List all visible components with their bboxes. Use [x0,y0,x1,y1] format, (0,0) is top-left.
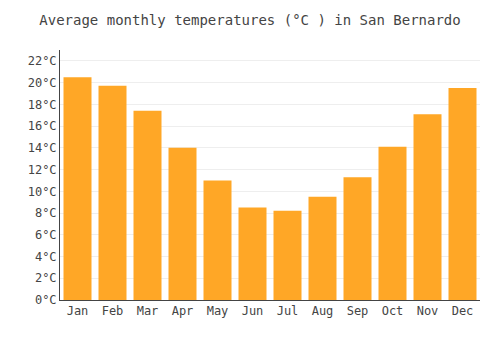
svg-text:Nov: Nov [417,304,439,318]
svg-text:8°C: 8°C [35,206,57,220]
svg-text:4°C: 4°C [35,250,57,264]
svg-text:Average monthly temperatures (: Average monthly temperatures (°C ) in Sa… [39,12,460,28]
svg-text:Dec: Dec [452,304,474,318]
svg-text:Feb: Feb [102,304,124,318]
svg-text:Jan: Jan [67,304,89,318]
svg-text:Jun: Jun [242,304,264,318]
svg-text:18°C: 18°C [28,98,57,112]
svg-text:16°C: 16°C [28,119,57,133]
svg-text:22°C: 22°C [28,54,57,68]
svg-text:0°C: 0°C [35,293,57,307]
svg-text:Jul: Jul [277,304,299,318]
svg-text:6°C: 6°C [35,228,57,242]
svg-text:Sep: Sep [347,304,369,318]
svg-text:14°C: 14°C [28,141,57,155]
svg-text:12°C: 12°C [28,163,57,177]
svg-text:Apr: Apr [172,304,194,318]
svg-text:10°C: 10°C [28,185,57,199]
svg-text:Aug: Aug [312,304,334,318]
svg-text:2°C: 2°C [35,271,57,285]
svg-text:May: May [207,304,229,318]
svg-text:Oct: Oct [382,304,404,318]
svg-text:20°C: 20°C [28,76,57,90]
svg-text:Mar: Mar [137,304,159,318]
